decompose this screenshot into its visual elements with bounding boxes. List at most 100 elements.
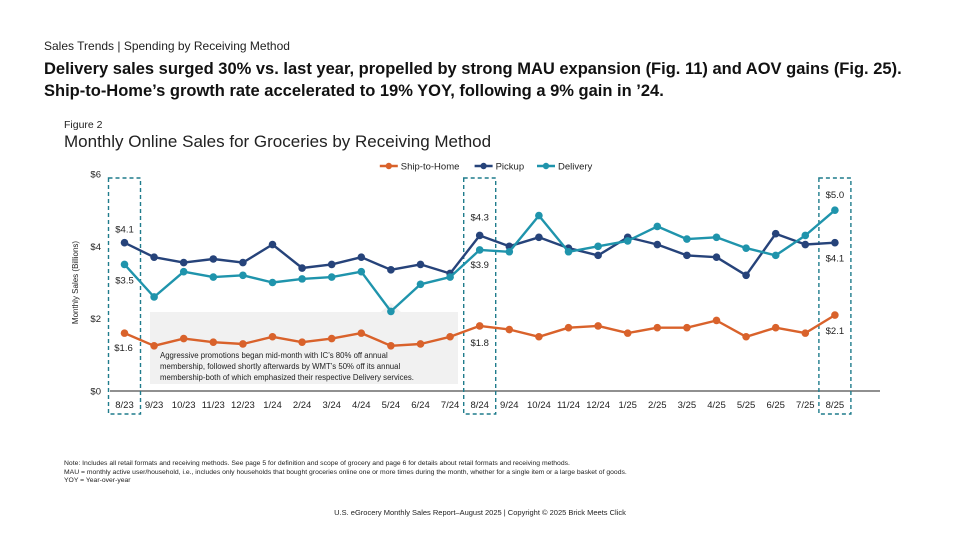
x-tick-label: 3/25 bbox=[678, 400, 697, 411]
data-point-delivery bbox=[387, 307, 395, 316]
data-point-ship-to-home bbox=[120, 329, 129, 337]
note-line-3: YOY = Year-over-year bbox=[64, 477, 131, 484]
headline: Delivery sales surged 30% vs. last year,… bbox=[44, 58, 944, 102]
y-tick-label: $6 bbox=[90, 170, 101, 181]
figure-label: Figure 2 bbox=[64, 119, 103, 131]
headline-line-2: Ship-to-Home’s growth rate accelerated t… bbox=[44, 82, 664, 100]
data-point-delivery bbox=[564, 247, 573, 256]
data-point-ship-to-home bbox=[564, 323, 573, 332]
x-tick-label: 7/24 bbox=[441, 400, 460, 411]
data-point-pickup bbox=[239, 258, 247, 267]
annotation-pointer bbox=[380, 303, 401, 312]
y-tick-label: $2 bbox=[90, 314, 101, 325]
chart-title: Monthly Online Sales for Groceries by Re… bbox=[64, 132, 492, 151]
data-point-ship-to-home bbox=[623, 329, 632, 337]
data-point-ship-to-home bbox=[742, 332, 750, 341]
data-point-delivery bbox=[653, 222, 662, 231]
legend-marker-delivery bbox=[542, 162, 550, 170]
x-tick-label: 9/23 bbox=[145, 400, 164, 411]
data-point-delivery bbox=[209, 273, 218, 281]
x-tick-label: 3/24 bbox=[322, 400, 341, 411]
data-point-delivery bbox=[771, 251, 780, 260]
data-label: $4.3 bbox=[470, 212, 489, 223]
legend-label-ship-to-home: Ship-to-Home bbox=[401, 162, 460, 173]
legend-marker-pickup bbox=[480, 162, 487, 170]
data-point-pickup bbox=[357, 253, 366, 261]
data-point-pickup bbox=[653, 240, 662, 249]
x-tick-label: 6/24 bbox=[411, 400, 430, 411]
data-label: $2.1 bbox=[826, 326, 845, 337]
data-label: $3.5 bbox=[115, 275, 134, 286]
data-point-pickup bbox=[120, 238, 129, 247]
data-point-pickup bbox=[801, 240, 810, 249]
footer-copyright: U.S. eGrocery Monthly Sales Report–Augus… bbox=[334, 508, 626, 517]
data-point-ship-to-home bbox=[535, 332, 543, 341]
data-point-ship-to-home bbox=[771, 323, 780, 332]
x-tick-label: 8/23 bbox=[115, 400, 134, 411]
x-tick-label: 2/25 bbox=[648, 400, 667, 411]
highlight-box-8-23 bbox=[107, 177, 142, 415]
data-point-delivery bbox=[535, 211, 543, 220]
x-tick-label: 8/25 bbox=[826, 400, 845, 411]
data-label: $4.1 bbox=[826, 254, 845, 265]
data-point-delivery bbox=[446, 273, 454, 281]
data-point-delivery bbox=[268, 278, 277, 287]
data-point-delivery bbox=[801, 231, 810, 240]
data-point-ship-to-home bbox=[327, 334, 336, 343]
data-label: $4.1 bbox=[115, 225, 134, 236]
legend-marker-ship-to-home bbox=[385, 162, 392, 170]
data-point-delivery bbox=[416, 280, 425, 289]
x-tick-label: 5/25 bbox=[737, 400, 756, 411]
x-tick-label: 8/24 bbox=[470, 400, 489, 411]
x-tick-label: 11/23 bbox=[202, 400, 225, 411]
data-point-delivery bbox=[298, 275, 306, 283]
x-tick-label: 12/23 bbox=[231, 400, 255, 411]
x-tick-label: 4/25 bbox=[707, 400, 726, 411]
y-tick-label: $0 bbox=[90, 387, 101, 398]
data-point-ship-to-home bbox=[387, 341, 395, 350]
data-point-pickup bbox=[683, 251, 691, 260]
headline-line-1: Delivery sales surged 30% vs. last year,… bbox=[44, 60, 902, 78]
data-point-pickup bbox=[594, 251, 602, 260]
data-point-ship-to-home bbox=[683, 323, 691, 332]
data-point-pickup bbox=[268, 240, 277, 249]
data-point-ship-to-home bbox=[268, 332, 277, 341]
x-tick-label: 5/24 bbox=[382, 400, 401, 411]
data-point-delivery bbox=[475, 246, 484, 254]
y-tick-label: $4 bbox=[90, 242, 101, 253]
data-point-ship-to-home bbox=[446, 332, 454, 341]
data-point-ship-to-home bbox=[298, 338, 306, 346]
data-point-pickup bbox=[535, 233, 543, 242]
x-tick-label: 4/24 bbox=[352, 400, 371, 411]
data-point-pickup bbox=[150, 253, 158, 261]
data-point-pickup bbox=[327, 260, 336, 269]
data-point-delivery bbox=[327, 273, 336, 281]
data-point-ship-to-home bbox=[357, 329, 366, 337]
highlight-box-8-24 bbox=[463, 177, 497, 415]
data-point-delivery bbox=[120, 260, 129, 269]
data-point-pickup bbox=[179, 258, 188, 267]
annotation-text: Aggressive promotions began mid-month wi… bbox=[160, 351, 388, 360]
data-point-pickup bbox=[831, 238, 839, 247]
x-tick-label: 7/25 bbox=[796, 400, 815, 411]
annotation-box bbox=[150, 312, 458, 384]
x-tick-label: 2/24 bbox=[293, 400, 312, 411]
data-point-ship-to-home bbox=[801, 329, 810, 337]
data-point-pickup bbox=[416, 260, 425, 269]
annotation-text: membership-both of which emphasized thei… bbox=[160, 373, 414, 382]
data-point-delivery bbox=[712, 233, 721, 242]
note-line-2: MAU = monthly active user/household, i.e… bbox=[64, 468, 627, 476]
x-tick-label: 1/25 bbox=[618, 400, 637, 411]
data-point-ship-to-home bbox=[653, 323, 662, 332]
y-axis-title: Monthly Sales (Billions) bbox=[71, 241, 80, 324]
x-tick-label: 6/25 bbox=[766, 400, 785, 411]
data-label: $1.6 bbox=[114, 343, 133, 354]
data-point-pickup bbox=[475, 231, 484, 240]
data-point-delivery bbox=[594, 242, 602, 251]
data-point-pickup bbox=[298, 264, 306, 272]
x-tick-label: 10/24 bbox=[527, 400, 551, 411]
data-point-ship-to-home bbox=[594, 322, 602, 330]
data-point-ship-to-home bbox=[416, 340, 425, 348]
data-point-pickup bbox=[771, 229, 780, 238]
